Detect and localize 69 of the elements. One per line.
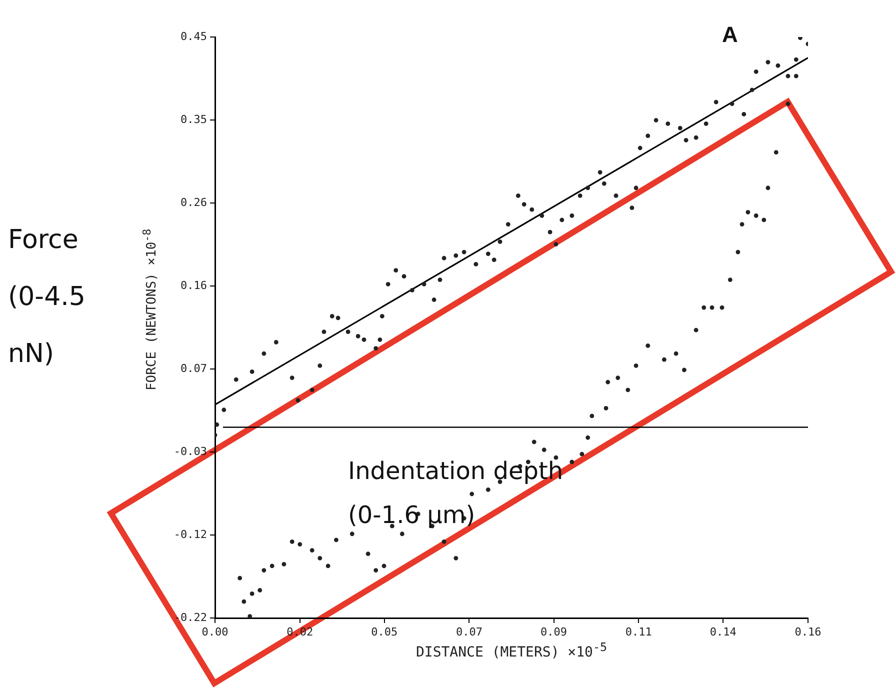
point xyxy=(682,368,686,372)
text: Force (0-4.5 nN) xyxy=(8,224,86,371)
point xyxy=(374,568,378,573)
point xyxy=(606,380,610,384)
x-tick-label: 0.05 xyxy=(371,625,398,638)
point xyxy=(634,363,638,368)
point xyxy=(710,305,714,310)
point xyxy=(486,487,490,492)
y-tick-label: 0.16 xyxy=(180,278,207,292)
point xyxy=(590,414,594,418)
point xyxy=(442,539,446,544)
x-axis-title: DISTANCE (METERS) ×10$^{-5}$ xyxy=(414,640,608,661)
y-tick-label: 0.26 xyxy=(180,196,207,209)
point xyxy=(774,150,778,155)
point xyxy=(262,568,266,573)
point xyxy=(454,556,458,560)
point xyxy=(766,186,770,190)
point xyxy=(662,357,666,362)
point xyxy=(604,406,608,410)
point xyxy=(242,599,246,604)
point xyxy=(646,344,650,348)
point xyxy=(740,222,744,227)
point xyxy=(532,440,536,444)
point xyxy=(248,614,252,618)
point xyxy=(746,210,750,214)
x-tick-label: 0.14 xyxy=(710,625,737,638)
point xyxy=(570,460,574,464)
point xyxy=(586,435,590,440)
point xyxy=(470,492,474,496)
point xyxy=(754,213,758,218)
point xyxy=(250,592,254,596)
point xyxy=(720,305,724,310)
y-tick-label: 0.45 xyxy=(180,30,207,43)
y-tick-label: -0.03 xyxy=(174,444,207,458)
x-tick-label: 0.16 xyxy=(794,625,822,638)
point xyxy=(694,328,698,332)
point xyxy=(258,588,262,592)
point xyxy=(400,532,404,536)
point xyxy=(326,564,330,568)
y-tick-label: 0.35 xyxy=(180,112,207,126)
point xyxy=(290,539,294,544)
point xyxy=(762,218,766,222)
point xyxy=(382,564,386,568)
point xyxy=(674,351,678,356)
y-tick-label: 0.07 xyxy=(180,362,207,375)
point xyxy=(616,376,620,380)
point xyxy=(310,548,314,553)
point xyxy=(334,538,338,542)
point xyxy=(318,556,322,560)
point xyxy=(786,102,790,106)
x-tick-label: 0.09 xyxy=(540,625,567,638)
point xyxy=(728,278,732,282)
point xyxy=(270,564,274,568)
point xyxy=(736,250,740,254)
annotation: A xyxy=(722,22,738,48)
y-tick-label: -0.12 xyxy=(174,528,207,541)
point xyxy=(580,452,584,456)
point xyxy=(794,74,798,78)
x-tick-label: 0.11 xyxy=(625,625,652,638)
point xyxy=(238,576,242,580)
point xyxy=(350,532,354,536)
point xyxy=(298,542,302,546)
point xyxy=(366,552,370,556)
point xyxy=(626,388,630,392)
point xyxy=(702,305,706,310)
point xyxy=(542,448,546,452)
point xyxy=(282,562,286,566)
x-tick-label: 0.07 xyxy=(456,625,482,638)
x-tick-label: 0.00 xyxy=(202,625,228,638)
